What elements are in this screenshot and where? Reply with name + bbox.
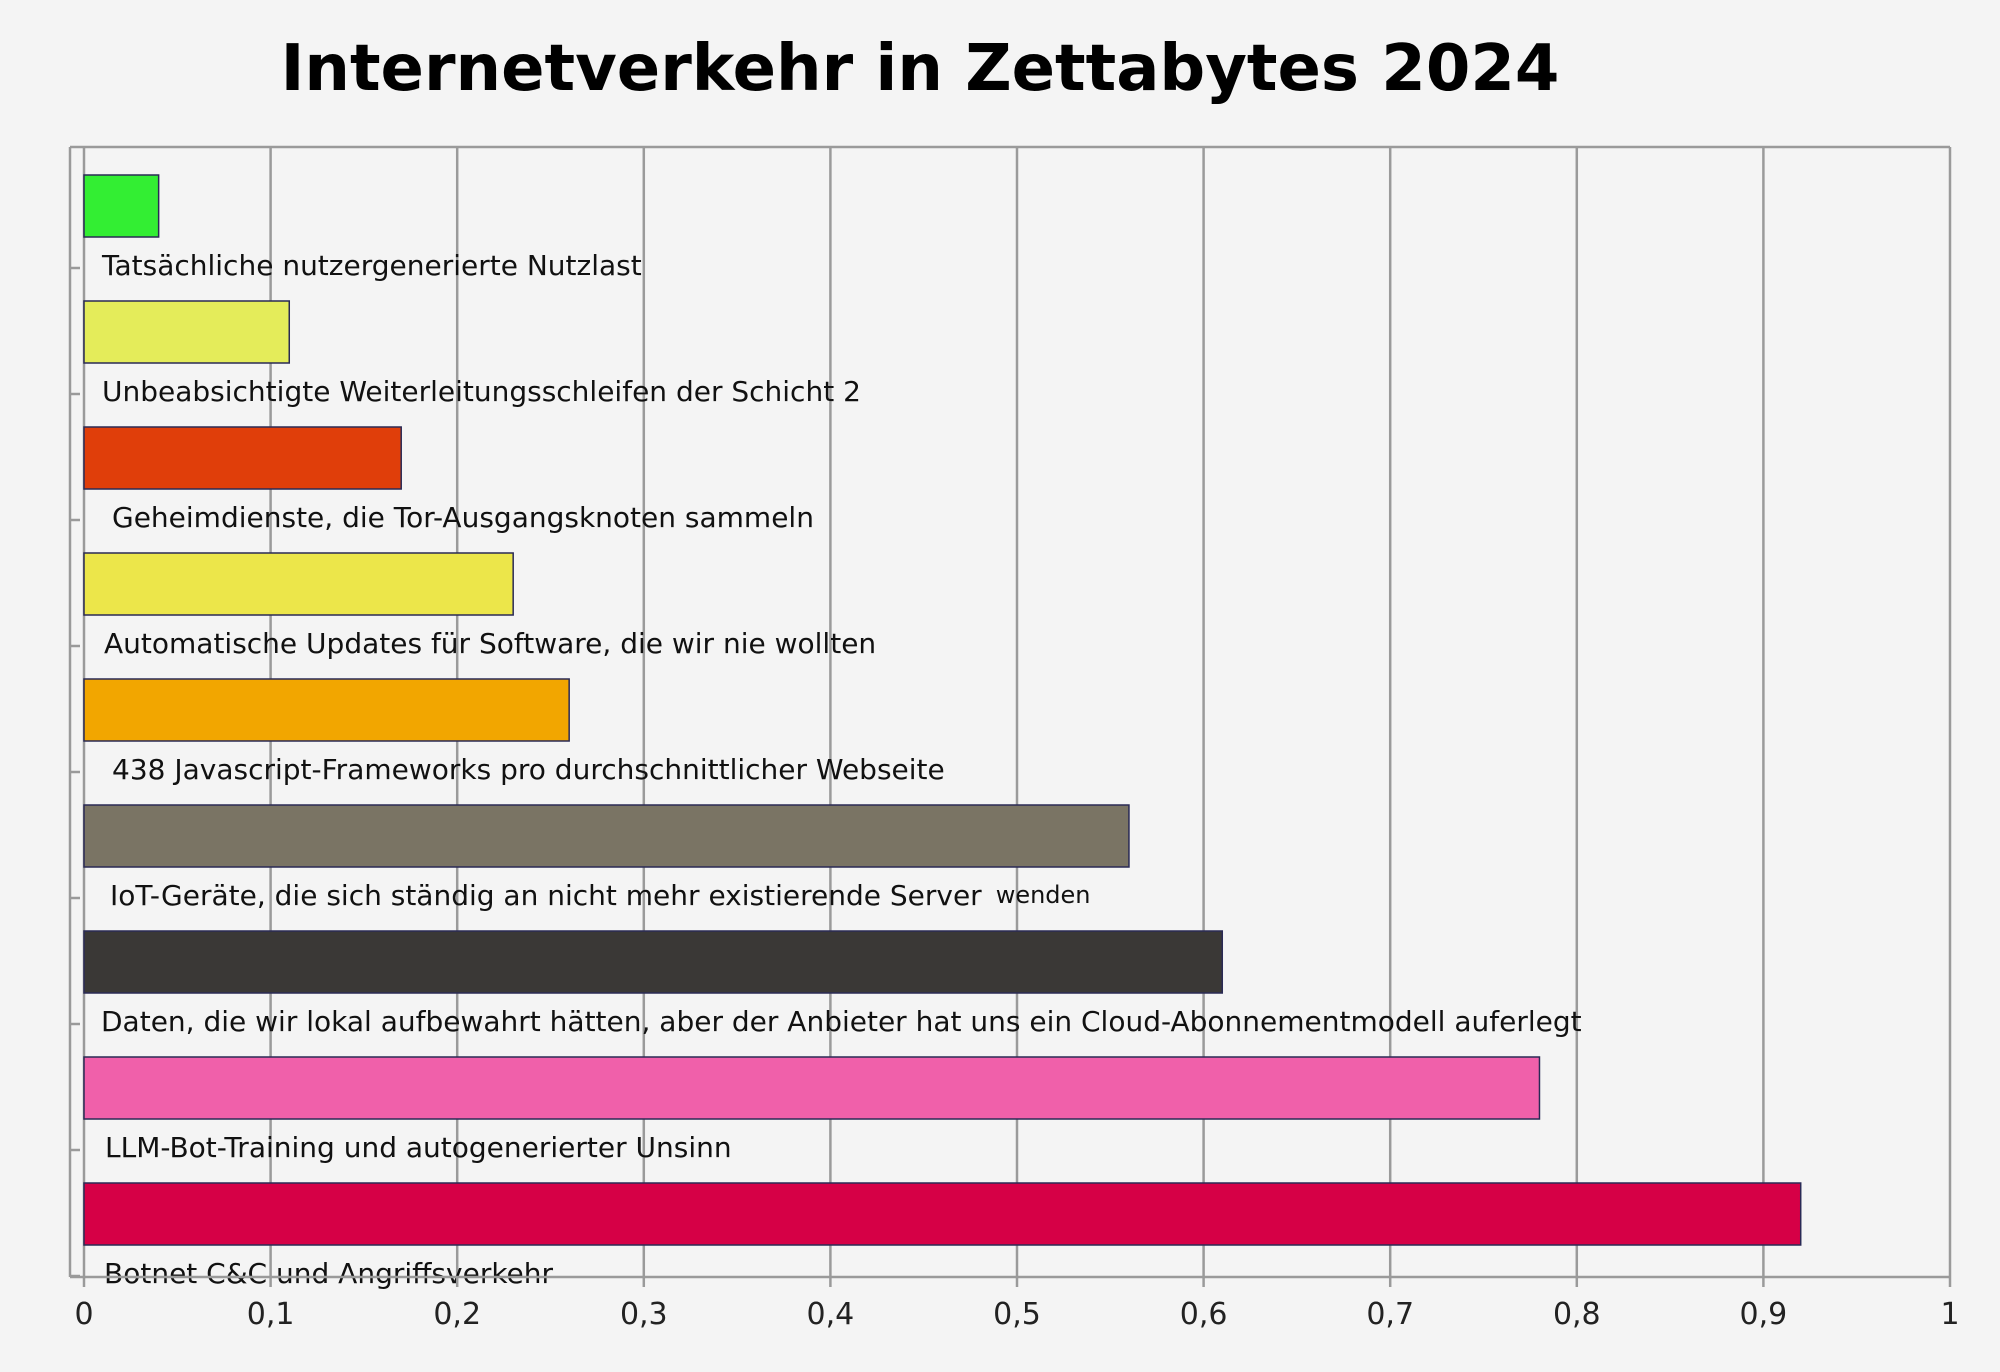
bar-label-suffix: wenden xyxy=(996,881,1091,909)
bar-label: 438 Javascript-Frameworks pro durchschni… xyxy=(112,753,945,786)
bar xyxy=(83,930,1224,994)
bar-label: Daten, die wir lokal aufbewahrt hätten, … xyxy=(101,1005,1582,1038)
x-tick-label: 0,3 xyxy=(620,1297,668,1332)
bars xyxy=(83,174,1802,1246)
bar xyxy=(83,678,570,742)
x-tick-label: 0 xyxy=(74,1297,93,1332)
x-tick-label: 0,2 xyxy=(433,1297,481,1332)
x-tick-label: 0,8 xyxy=(1553,1297,1601,1332)
bar-label: Botnet C&C und Angriffsverkehr xyxy=(104,1257,554,1290)
x-tick-label: 0,9 xyxy=(1740,1297,1788,1332)
bar-label: IoT-Geräte, die sich ständig an nicht me… xyxy=(110,879,982,912)
bar xyxy=(83,804,1130,868)
bar xyxy=(83,174,160,238)
bar xyxy=(83,300,291,364)
bar xyxy=(83,1182,1802,1246)
bar-labels: Tatsächliche nutzergenerierte Nutzlast Un… xyxy=(101,249,1582,1290)
x-tick-label: 0,1 xyxy=(247,1297,295,1332)
bar xyxy=(83,426,402,490)
bar-label: Geheimdienste, die Tor-Ausgangsknoten sa… xyxy=(112,501,814,534)
bar-label: Automatische Updates für Software, die w… xyxy=(104,627,876,660)
x-tick-label: 0,6 xyxy=(1180,1297,1228,1332)
plot-frame xyxy=(68,145,1950,1279)
bar-label: Tatsächliche nutzergenerierte Nutzlast xyxy=(101,249,642,282)
x-tick-label: 0,5 xyxy=(993,1297,1041,1332)
bar xyxy=(83,552,514,616)
bar-label: Unbeabsichtigte Weiterleitungsschleifen … xyxy=(102,375,861,408)
x-tick-label: 1 xyxy=(1940,1297,1959,1332)
x-axis-ticks: 0 0,1 0,2 0,3 0,4 0,5 0,6 0,7 0,8 0,9 1 xyxy=(74,1277,1960,1332)
chart-title: Internetverkehr in Zettabytes 2024 xyxy=(281,32,1560,106)
bar xyxy=(83,1056,1541,1120)
x-tick-label: 0,7 xyxy=(1366,1297,1414,1332)
x-tick-label: 0,4 xyxy=(807,1297,855,1332)
bar-label: LLM-Bot-Training und autogenerierter Uns… xyxy=(105,1131,732,1164)
